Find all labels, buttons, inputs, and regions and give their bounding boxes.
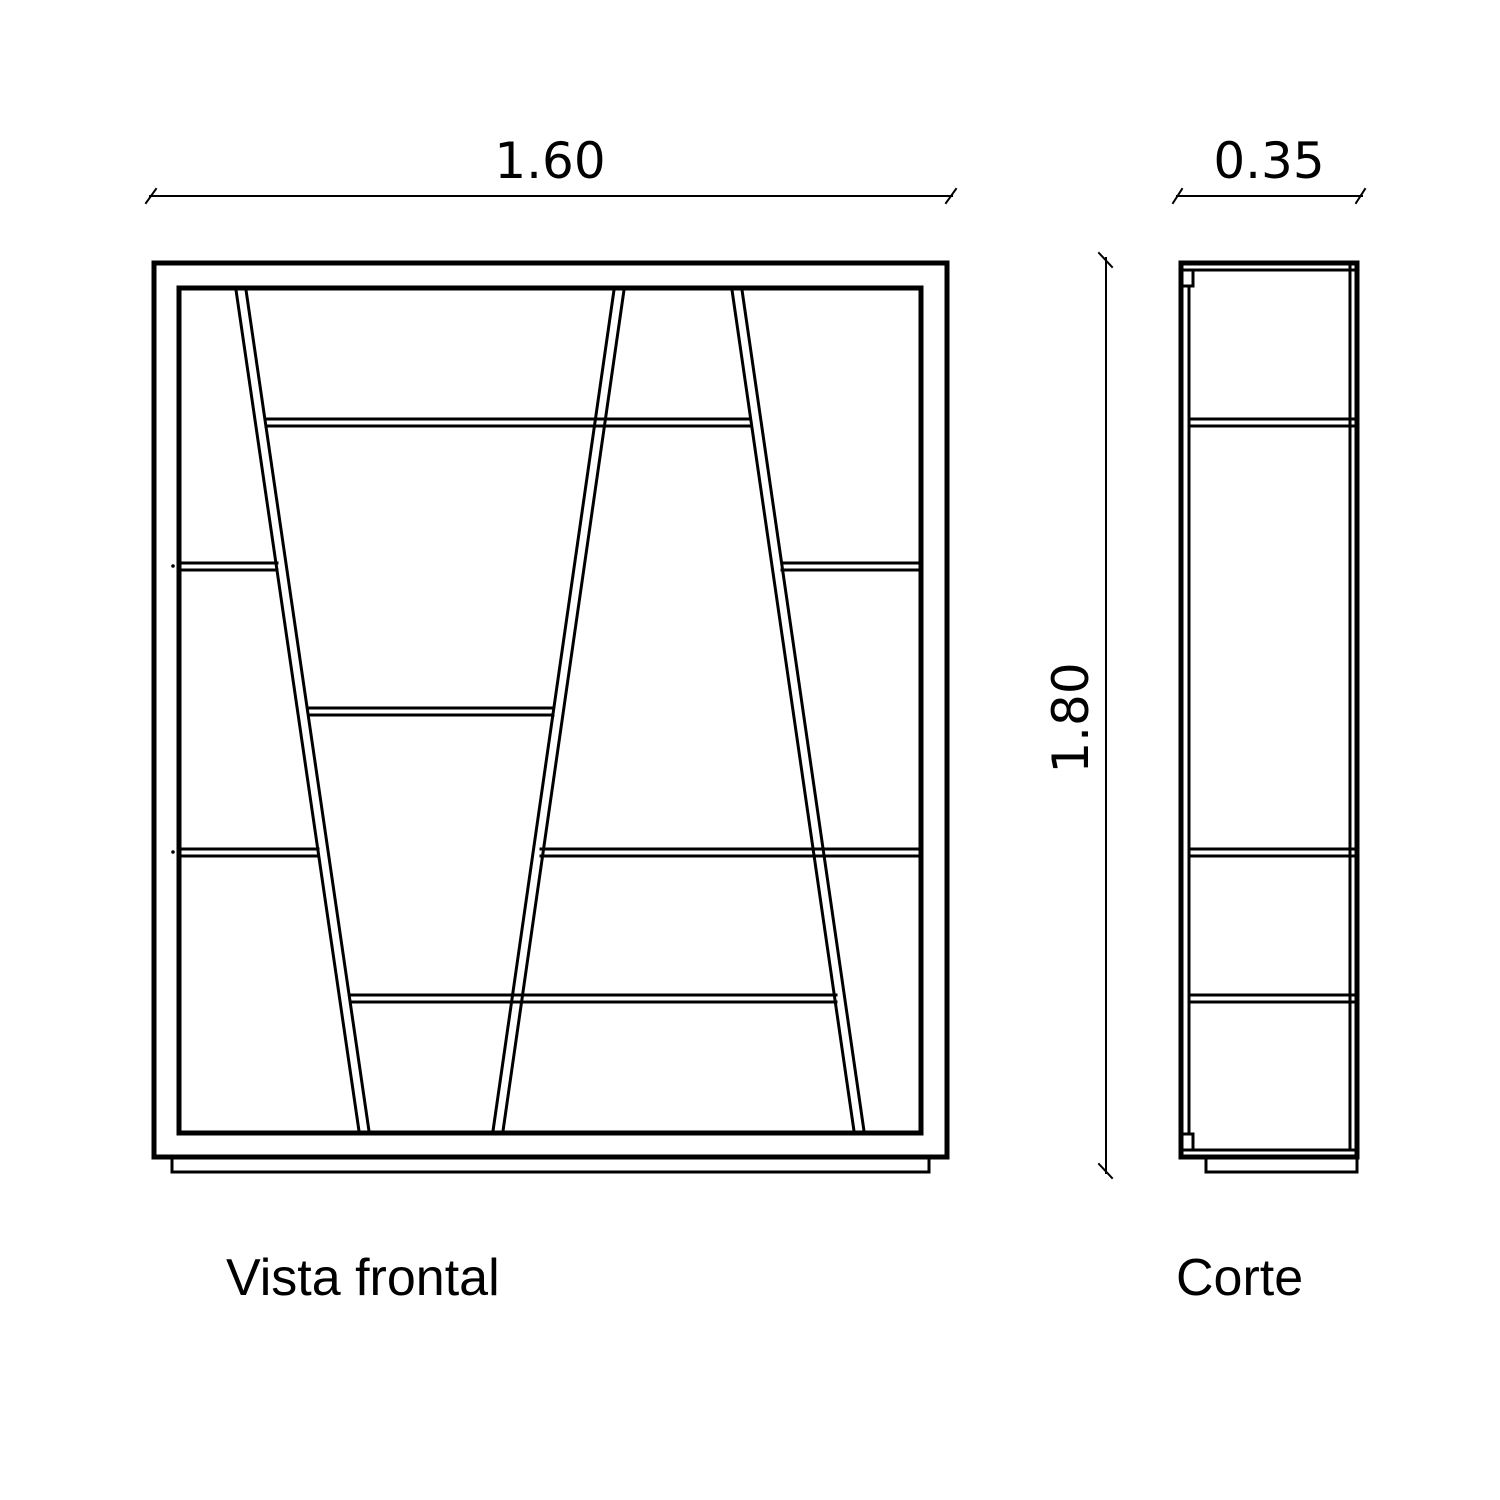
depth-dimension-label: 0.35 [1213, 132, 1324, 190]
shelf-middle [307, 706, 555, 717]
shelf-lower-left [178, 847, 320, 858]
section-view-caption: Corte [1176, 1249, 1303, 1307]
shelf-upper-right [780, 561, 922, 572]
section-view [1178, 260, 1360, 1174]
front-inner-frame [176, 285, 924, 1136]
depth-dimension: 0.35 [1171, 132, 1367, 205]
front-view-caption: Vista frontal [226, 1249, 500, 1307]
diagonal-upright-left [234, 288, 371, 1133]
width-dimension-label: 1.60 [494, 132, 605, 190]
shelf-upper-left [178, 561, 279, 572]
section-shelf-top [1187, 417, 1359, 428]
width-dimension: 1.60 [144, 132, 958, 205]
diagonal-upright-right [730, 288, 866, 1133]
front-mark-lower [171, 850, 175, 854]
diagonal-upright-center [491, 288, 626, 1133]
front-outer-frame [151, 260, 950, 1160]
section-plinth [1204, 1155, 1359, 1174]
front-plinth [170, 1155, 931, 1174]
height-dimension-label: 1.80 [1042, 662, 1100, 773]
front-view [151, 260, 950, 1174]
section-outer-frame [1178, 260, 1360, 1160]
shelf-top [264, 417, 752, 428]
shelf-bottom [349, 993, 838, 1004]
section-shelf-middle [1187, 847, 1359, 858]
front-mark-upper [171, 564, 175, 568]
section-shelf-bottom [1187, 993, 1359, 1004]
shelf-lower-right [539, 847, 922, 858]
height-dimension: 1.80 [1042, 251, 1114, 1180]
